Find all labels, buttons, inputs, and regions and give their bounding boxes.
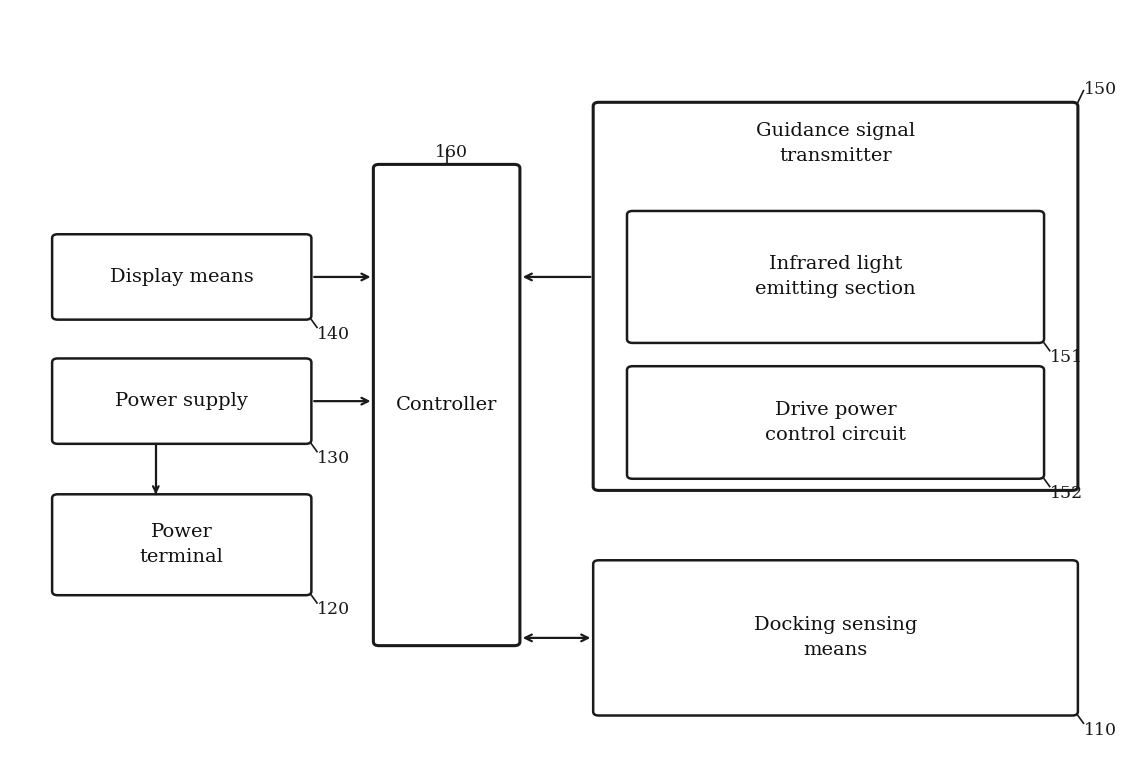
Text: Display means: Display means [110,268,253,286]
FancyBboxPatch shape [373,164,520,646]
FancyBboxPatch shape [52,495,312,595]
Text: 140: 140 [318,326,350,343]
Text: Docking sensing
means: Docking sensing means [754,616,918,659]
FancyBboxPatch shape [593,102,1078,491]
Text: Drive power
control circuit: Drive power control circuit [765,401,906,444]
Text: 160: 160 [435,143,468,160]
FancyBboxPatch shape [627,211,1044,343]
Text: Guidance signal
transmitter: Guidance signal transmitter [756,122,915,164]
Text: Controller: Controller [396,396,497,414]
Text: 151: 151 [1050,349,1083,366]
FancyBboxPatch shape [627,366,1044,479]
Text: Power
terminal: Power terminal [140,523,224,566]
Text: 110: 110 [1084,721,1116,738]
FancyBboxPatch shape [52,234,312,319]
Text: Infrared light
emitting section: Infrared light emitting section [755,256,915,298]
Text: 150: 150 [1084,82,1116,98]
Text: 120: 120 [318,601,350,619]
Text: 130: 130 [318,450,350,467]
FancyBboxPatch shape [593,560,1078,716]
Text: 152: 152 [1050,485,1083,502]
Text: Power supply: Power supply [115,392,249,410]
FancyBboxPatch shape [52,358,312,444]
